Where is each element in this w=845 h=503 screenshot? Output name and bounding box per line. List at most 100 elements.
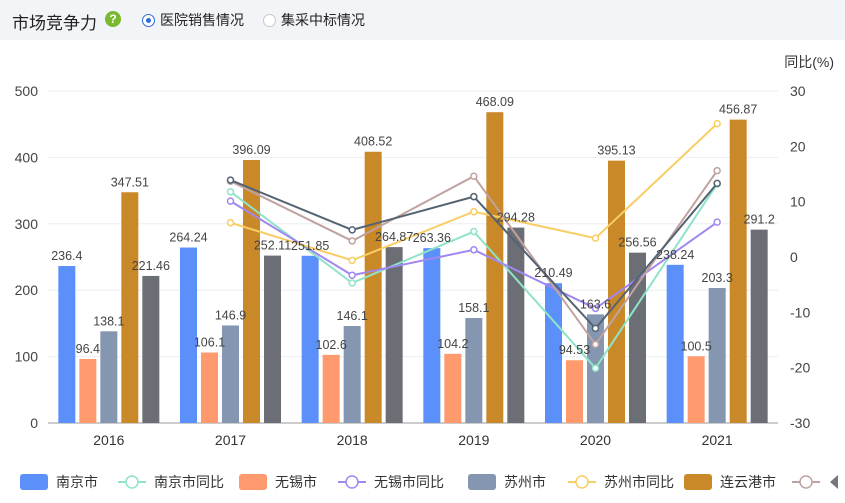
radio-selected-icon[interactable] bbox=[142, 13, 155, 27]
bar-value-label: 238.24 bbox=[656, 248, 694, 262]
y-tick-label: 300 bbox=[15, 216, 39, 232]
bar-value-label: 94.53 bbox=[559, 343, 590, 357]
bar-value-label: 138.1 bbox=[93, 314, 124, 328]
yoy-point bbox=[591, 324, 600, 333]
bar bbox=[444, 353, 462, 423]
bar bbox=[729, 119, 747, 424]
legend-label: 无锡市同比 bbox=[374, 474, 444, 490]
bar-value-label: 456.87 bbox=[719, 103, 757, 117]
bar bbox=[486, 112, 504, 424]
bar bbox=[222, 325, 239, 423]
bar-value-label: 395.13 bbox=[597, 144, 635, 158]
legend-swatch-marker bbox=[125, 475, 139, 489]
legend-swatch bbox=[684, 474, 712, 490]
legend-item[interactable] bbox=[792, 475, 820, 489]
legend-swatch bbox=[239, 474, 267, 490]
bar bbox=[264, 255, 281, 423]
legend-item[interactable]: 连云港市 bbox=[684, 474, 776, 490]
bar-value-label: 294.28 bbox=[497, 211, 535, 225]
help-icon[interactable]: ? bbox=[105, 11, 121, 27]
bar bbox=[750, 229, 768, 423]
x-tick-label: 2017 bbox=[215, 432, 246, 448]
bar bbox=[343, 325, 361, 423]
yoy-point bbox=[591, 234, 600, 242]
legend-scroll-left-icon[interactable] bbox=[830, 475, 838, 489]
bar-value-label: 96.4 bbox=[76, 342, 100, 356]
bar-value-label: 104.2 bbox=[437, 337, 468, 351]
yoy-point bbox=[591, 364, 600, 372]
y2-tick-label: -30 bbox=[790, 415, 810, 431]
bar-value-label: 252.11 bbox=[254, 239, 291, 253]
radio-unselected-icon[interactable] bbox=[263, 13, 276, 27]
bar-value-label: 408.52 bbox=[354, 135, 392, 149]
x-tick-label: 2018 bbox=[337, 432, 368, 448]
legend-label: 苏州市同比 bbox=[604, 474, 674, 490]
legend-item[interactable]: 苏州市同比 bbox=[568, 474, 674, 490]
yoy-point bbox=[591, 304, 600, 313]
bar bbox=[79, 358, 97, 423]
legend-swatch-marker bbox=[575, 475, 589, 489]
legend-item[interactable]: 无锡市 bbox=[239, 474, 317, 490]
bar bbox=[58, 266, 76, 423]
bar-value-label: 236.4 bbox=[51, 249, 82, 263]
page-title: 市场竞争力 bbox=[12, 14, 97, 33]
bar bbox=[142, 275, 160, 423]
bar-value-label: 158.1 bbox=[458, 301, 489, 315]
bar bbox=[201, 352, 218, 423]
bar-value-label: 468.09 bbox=[476, 95, 514, 109]
x-tick-label: 2020 bbox=[580, 432, 611, 448]
yoy-point bbox=[226, 218, 235, 227]
bar-value-label: 100.5 bbox=[681, 339, 712, 353]
y2-tick-label: -20 bbox=[790, 360, 810, 376]
legend-item[interactable]: 南京市同比 bbox=[118, 474, 224, 490]
bar-value-label: 146.1 bbox=[337, 309, 368, 323]
bar bbox=[465, 318, 483, 423]
yoy-point bbox=[226, 197, 235, 205]
yoy-point bbox=[713, 119, 721, 128]
bar bbox=[708, 288, 726, 423]
y-tick-label: 400 bbox=[15, 149, 39, 165]
yoy-point bbox=[226, 187, 235, 196]
bar bbox=[322, 354, 340, 423]
bar-value-label: 264.87 bbox=[375, 230, 413, 244]
yoy-point bbox=[470, 192, 478, 201]
y2-axis-label: 同比(%) bbox=[784, 54, 834, 70]
radio-label: 集采中标情况 bbox=[281, 12, 365, 28]
bar-value-label: 256.56 bbox=[618, 236, 656, 250]
bar bbox=[566, 360, 583, 423]
bar bbox=[364, 151, 382, 423]
x-tick-label: 2019 bbox=[458, 432, 489, 448]
yoy-point bbox=[470, 207, 478, 216]
bar bbox=[121, 192, 139, 423]
yoy-point bbox=[348, 237, 356, 245]
bar bbox=[507, 227, 525, 423]
bar-value-label: 396.09 bbox=[232, 143, 270, 157]
radio-hospital-sales[interactable]: 医院销售情况 bbox=[142, 10, 244, 30]
yoy-point bbox=[348, 226, 356, 234]
bar-value-label: 251.85 bbox=[291, 239, 329, 253]
yoy-point bbox=[226, 176, 235, 184]
legend-item[interactable]: 苏州市 bbox=[468, 474, 546, 490]
legend-label: 连云港市 bbox=[720, 474, 776, 490]
bar bbox=[545, 283, 562, 423]
bar bbox=[301, 255, 319, 423]
legend-swatch bbox=[20, 474, 48, 490]
legend-item[interactable]: 南京市 bbox=[20, 474, 98, 490]
x-tick-label: 2016 bbox=[93, 432, 124, 448]
bar-value-label: 106.1 bbox=[194, 336, 225, 350]
y2-tick-label: 0 bbox=[790, 249, 798, 265]
bar bbox=[629, 252, 646, 423]
y2-tick-label: 10 bbox=[790, 194, 806, 210]
legend-item[interactable]: 无锡市同比 bbox=[338, 474, 444, 490]
bar-value-label: 221.46 bbox=[132, 259, 170, 273]
bar-value-label: 263.36 bbox=[413, 231, 451, 245]
radio-procurement[interactable]: 集采中标情况 bbox=[263, 10, 365, 30]
legend-label: 南京市同比 bbox=[154, 474, 224, 490]
bar bbox=[385, 247, 403, 423]
legend-label: 苏州市 bbox=[504, 474, 546, 490]
bar-value-label: 102.6 bbox=[316, 338, 347, 352]
legend-label: 南京市 bbox=[56, 474, 98, 490]
bar-value-label: 210.49 bbox=[534, 266, 572, 280]
bar bbox=[687, 356, 705, 423]
legend-swatch-marker bbox=[799, 475, 813, 489]
